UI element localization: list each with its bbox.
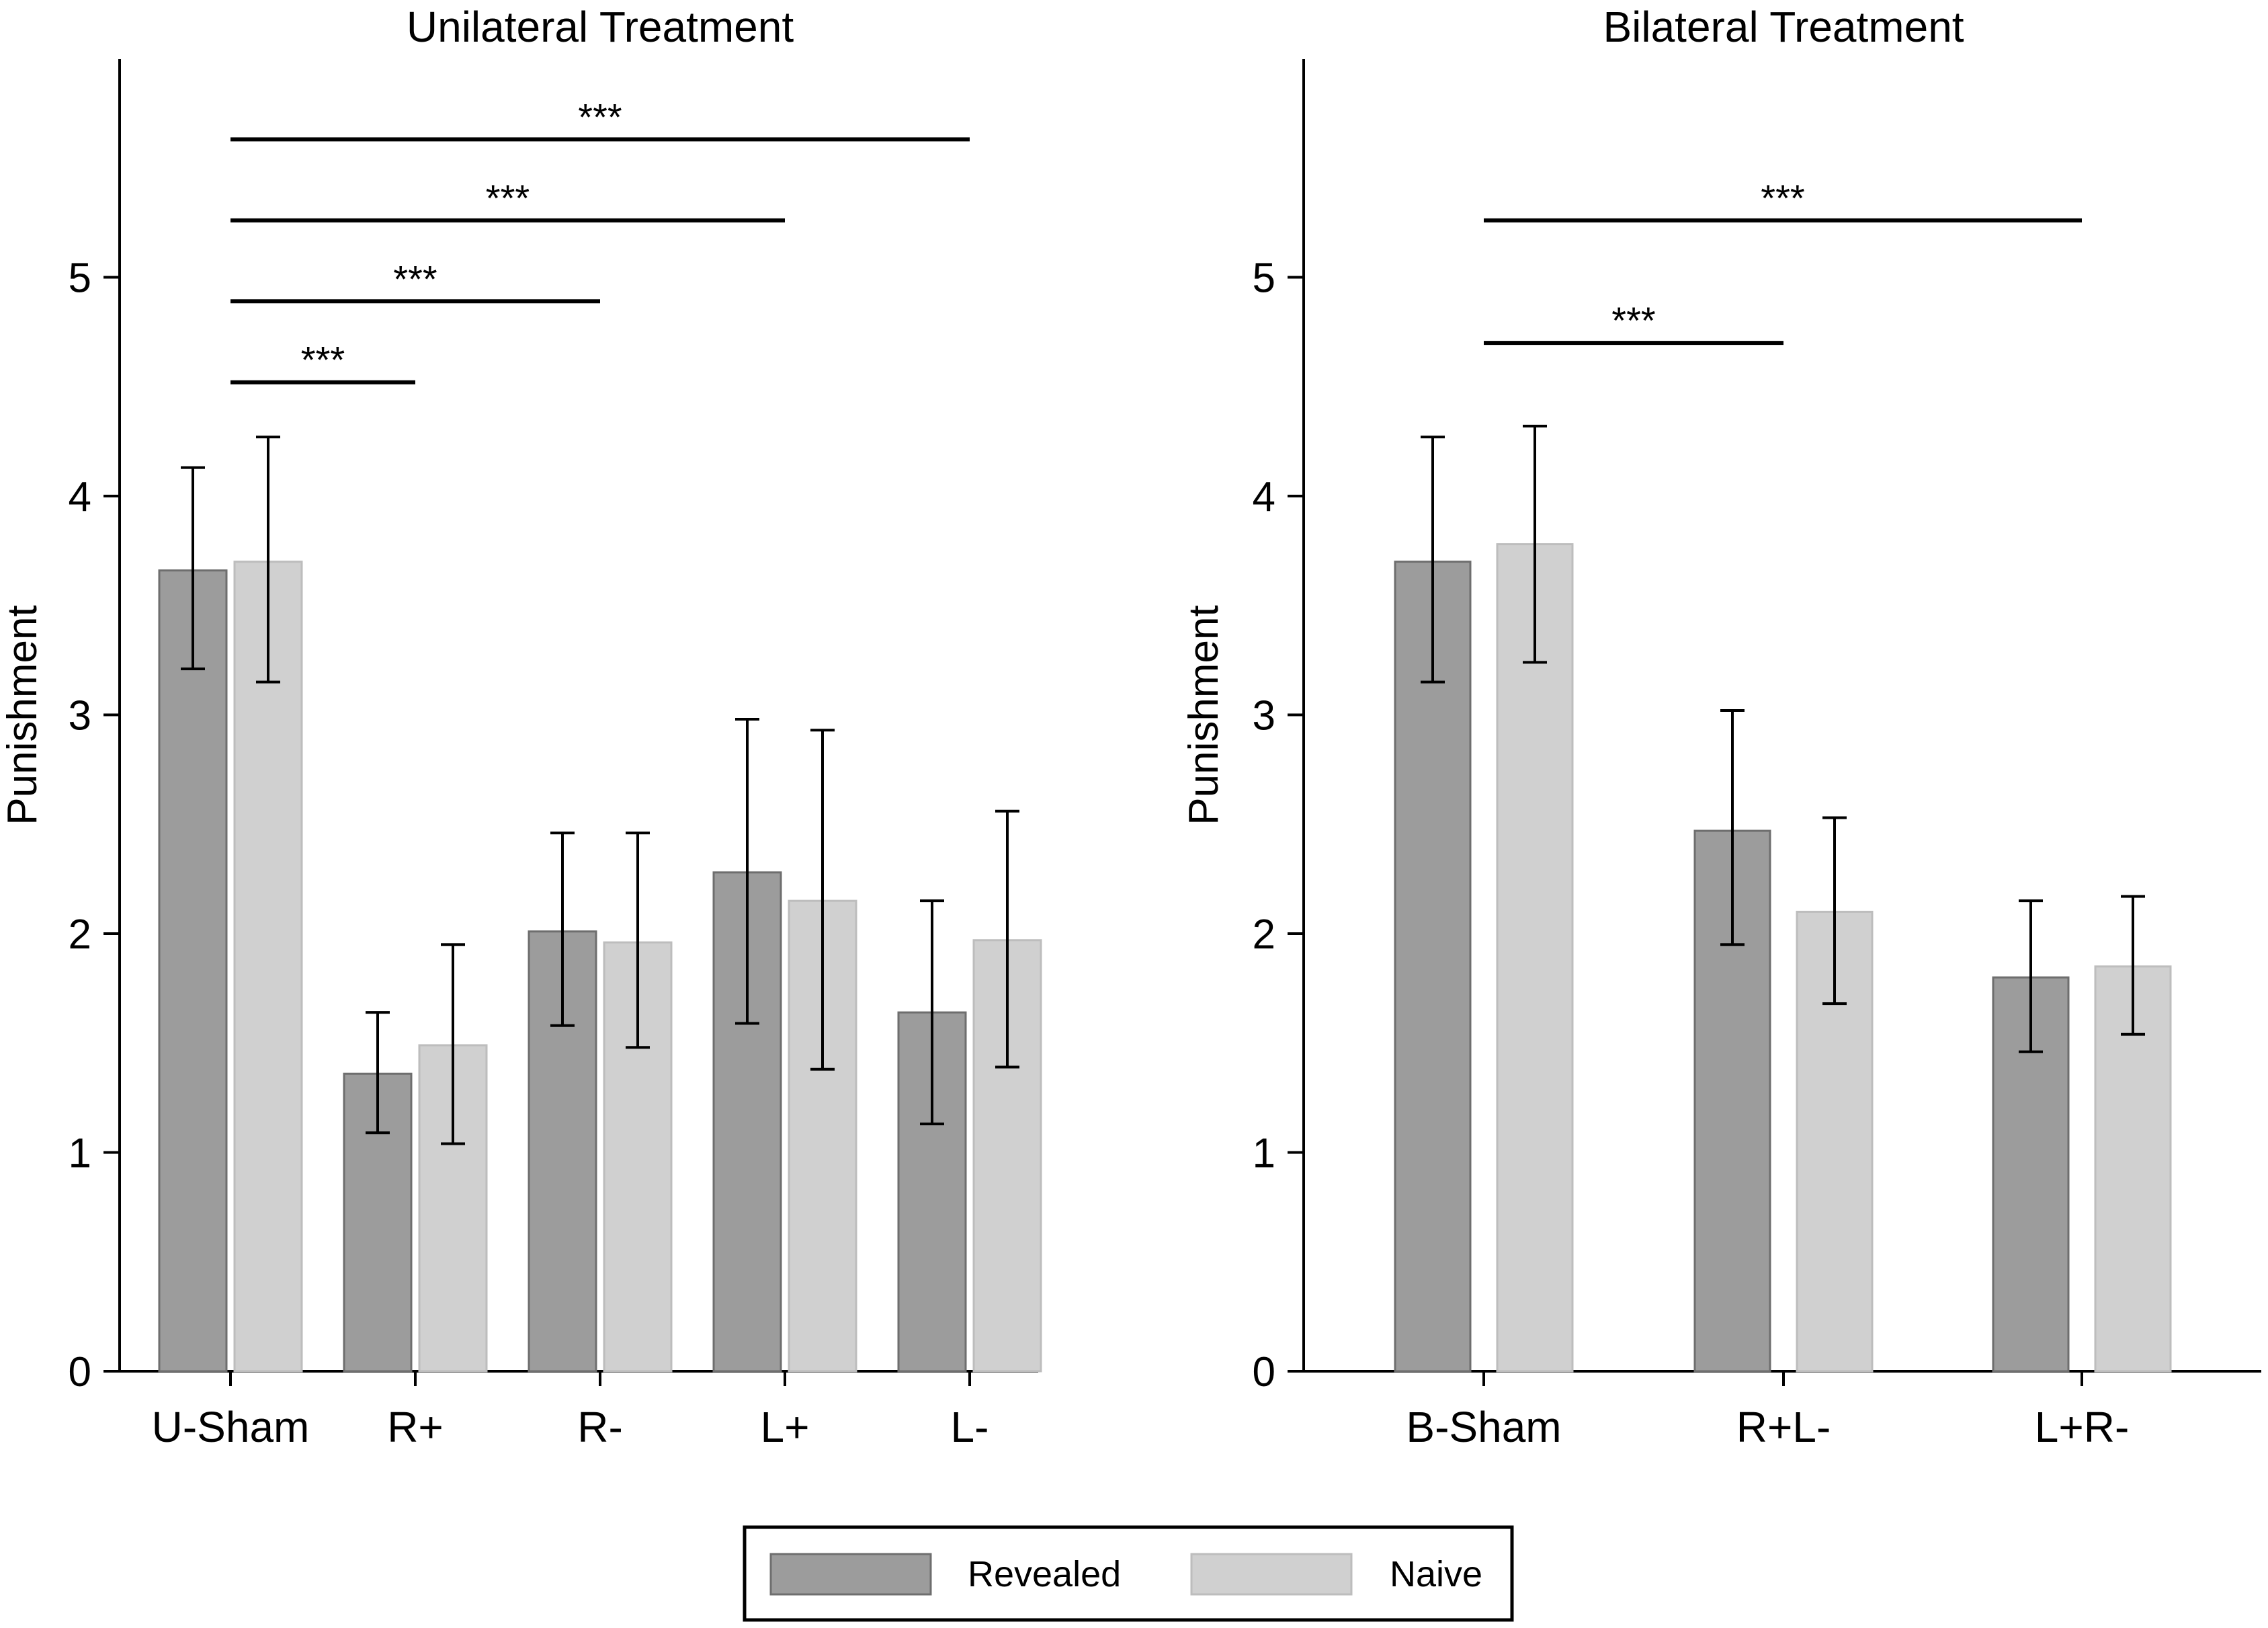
y-tick-label: 2 xyxy=(69,911,91,958)
y-tick-label: 0 xyxy=(69,1349,91,1395)
significance-label: *** xyxy=(1611,299,1655,341)
x-tick-label: R- xyxy=(577,1403,623,1451)
bar-naive xyxy=(233,561,303,1373)
y-axis-label: Punishment xyxy=(1181,605,1227,825)
significance-label: *** xyxy=(1761,177,1804,219)
chart-title: Bilateral Treatment xyxy=(1603,3,1964,51)
legend: Revealed Naive xyxy=(743,1525,1514,1622)
y-tick-label: 5 xyxy=(69,255,91,302)
y-tick-label: 2 xyxy=(1253,911,1275,958)
chart-title: Unilateral Treatment xyxy=(407,3,794,51)
significance-label: *** xyxy=(393,257,437,300)
bar-revealed xyxy=(1394,561,1472,1373)
x-tick-label: L+R- xyxy=(2035,1403,2130,1451)
x-tick-label: R+L- xyxy=(1736,1403,1831,1451)
y-tick-label: 0 xyxy=(1253,1349,1275,1395)
x-tick-label: B-Sham xyxy=(1406,1403,1561,1451)
panel-bilateral: Bilateral Treatment 0 1 2 3 4 5 Punishment B-Sha… xyxy=(1181,3,2261,1451)
x-tick-label: R+ xyxy=(387,1403,444,1451)
significance-label: *** xyxy=(486,177,530,219)
x-tick-label: L+ xyxy=(761,1403,810,1451)
legend-label-naive: Naive xyxy=(1390,1554,1482,1594)
x-tick-label: L- xyxy=(951,1403,989,1451)
y-tick-label: 4 xyxy=(1253,474,1275,520)
legend-label-revealed: Revealed xyxy=(968,1554,1121,1594)
legend-swatch-naive xyxy=(1190,1553,1353,1596)
y-tick-label: 4 xyxy=(69,474,91,520)
y-tick-label: 3 xyxy=(69,693,91,739)
legend-swatch-revealed xyxy=(769,1553,932,1596)
bar-revealed xyxy=(158,569,228,1373)
y-axis-label: Punishment xyxy=(0,605,46,825)
y-tick-label: 3 xyxy=(1253,693,1275,739)
x-tick-label: U-Sham xyxy=(152,1403,310,1451)
significance-label: *** xyxy=(301,339,345,381)
significance-label: *** xyxy=(578,95,622,138)
bar-naive xyxy=(1496,543,1574,1373)
y-tick-label: 1 xyxy=(69,1131,91,1177)
panel-unilateral: Unilateral Treatment 0 1 2 3 4 5 Punishment U-Sh… xyxy=(0,3,1042,1451)
y-tick-label: 1 xyxy=(1253,1131,1275,1177)
y-tick-label: 5 xyxy=(1253,255,1275,302)
